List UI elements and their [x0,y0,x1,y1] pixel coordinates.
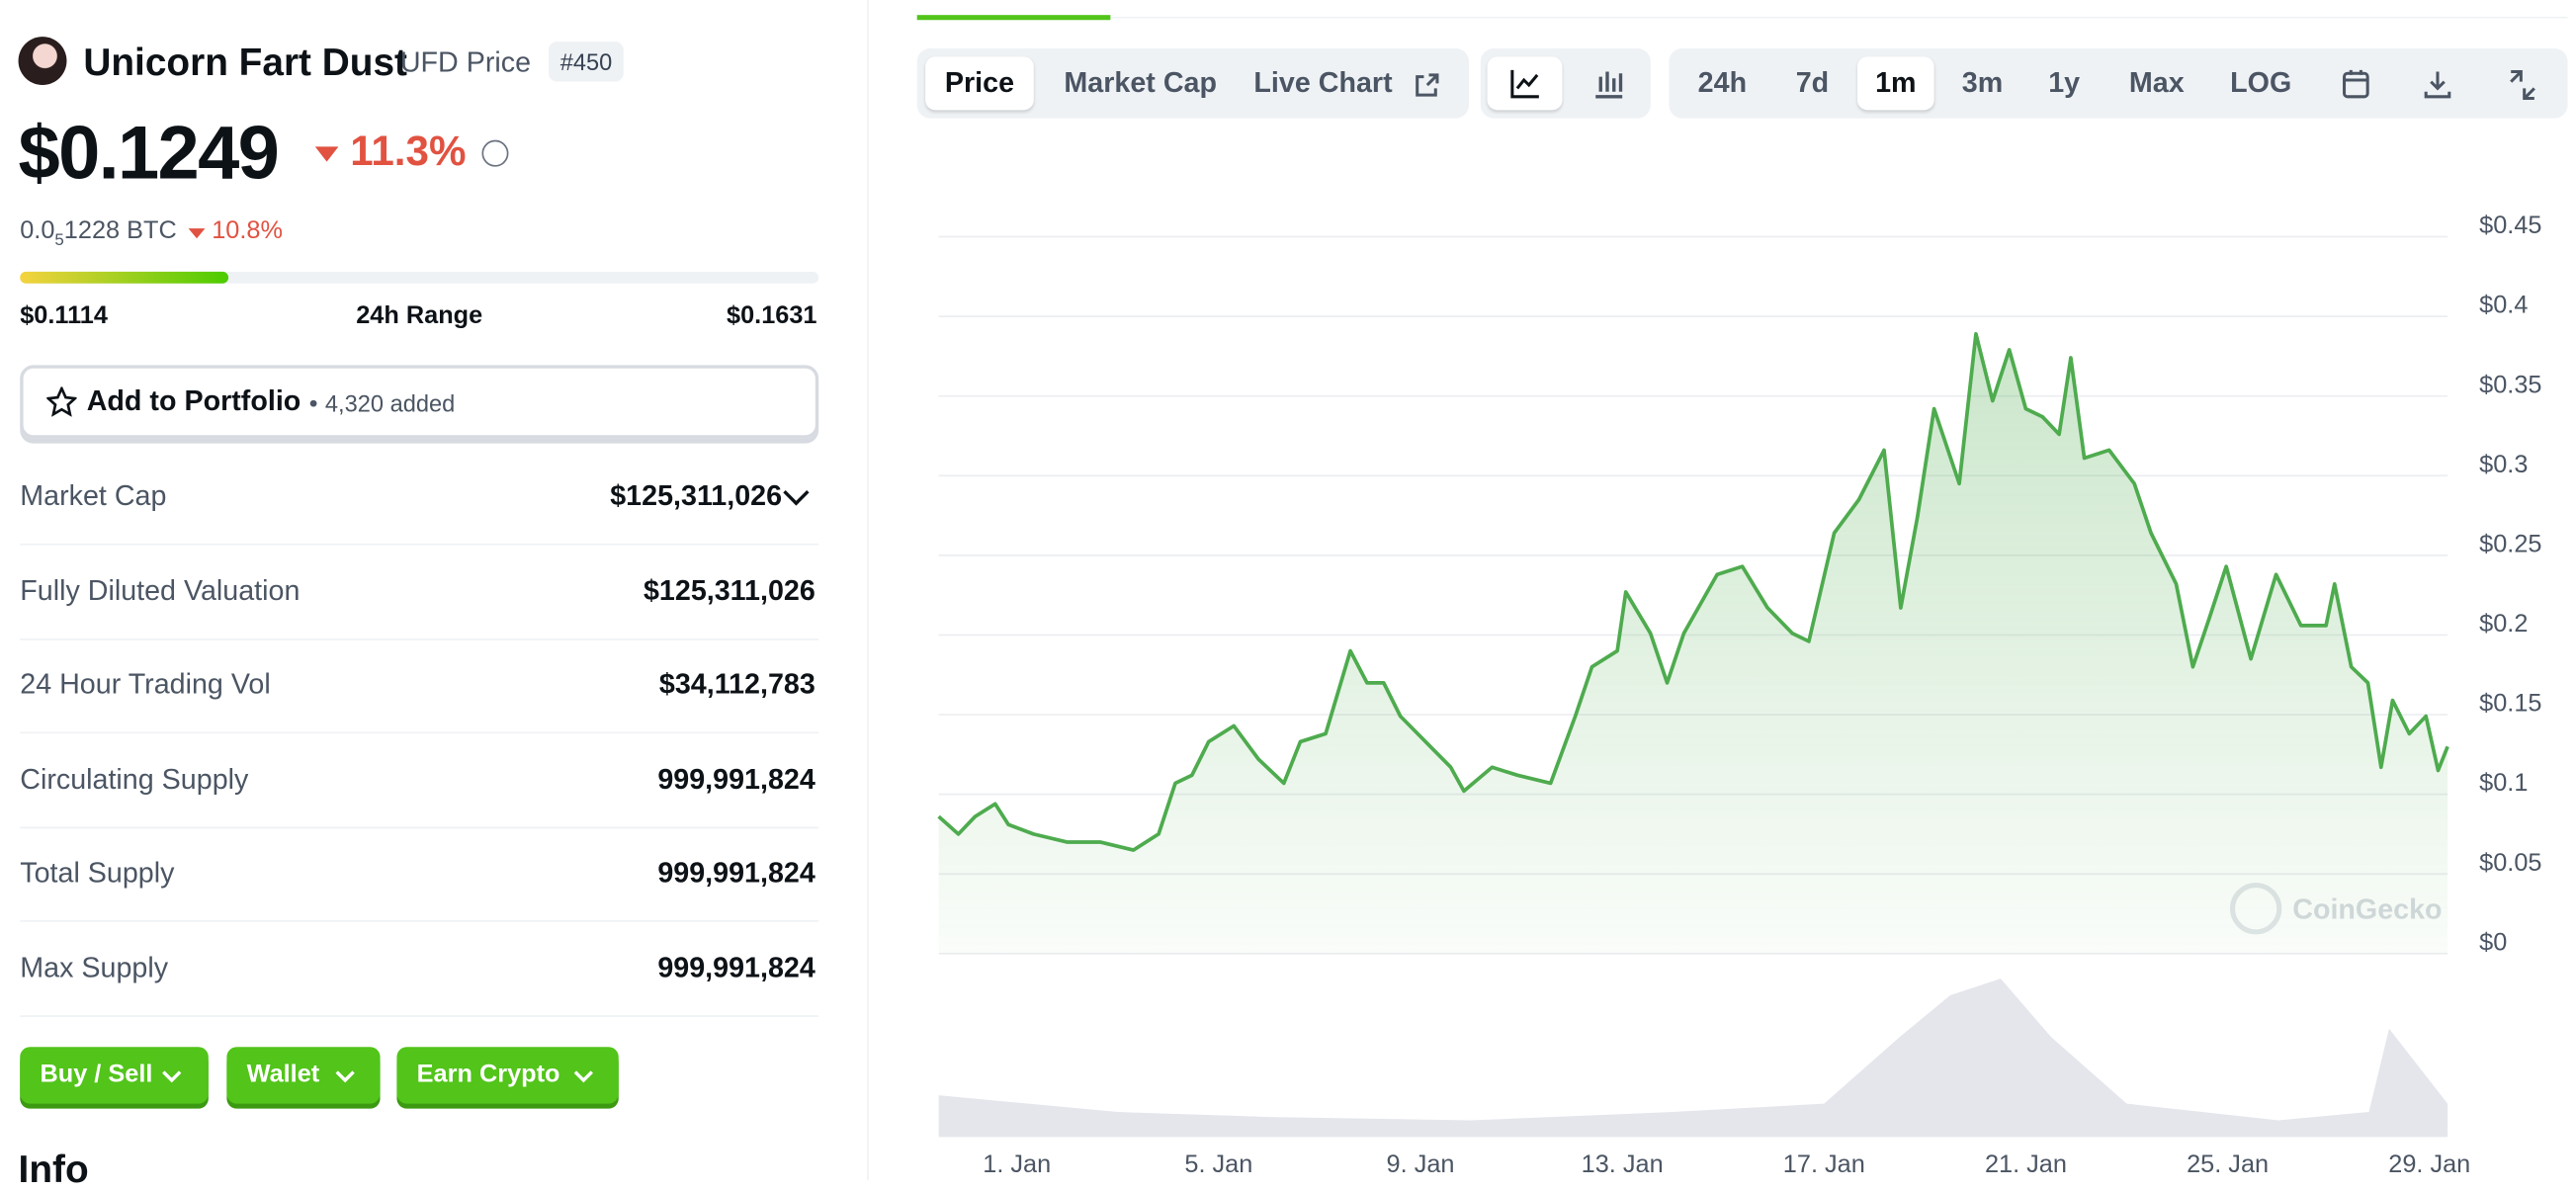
down-arrow-small [188,228,206,239]
x-tick-label: 21. Jan [1985,1150,2067,1178]
tab[interactable]: Live Chart [1253,66,1393,99]
stat-value: 999,991,824 [657,857,816,890]
y-tick-label: $0.45 [2479,212,2541,239]
chevrons [162,1070,593,1083]
coin-symbol: UFD Price [399,46,532,79]
x-tick-label: 17. Jan [1783,1150,1865,1178]
price-change: 11.3% [350,128,467,176]
divider [867,0,869,1181]
y-tick-label: $0.1 [2479,769,2528,797]
range-low: $0.1114 [20,301,108,330]
range-tab[interactable]: 1m [1857,56,1934,111]
down-arrow [314,146,339,162]
tab[interactable]: Market Cap [1064,66,1217,99]
stat-label: Circulating Supply [20,763,249,796]
stat-value: 999,991,824 [657,763,816,796]
y-tick-label: $0.25 [2479,530,2541,557]
candle-chart-button[interactable] [1571,56,1646,110]
x-tick-label: 29. Jan [2388,1150,2470,1178]
stat-value: 999,991,824 [657,952,816,984]
range-high: $0.1631 [727,301,817,330]
y-tick-label: $0.4 [2479,292,2528,319]
price-chart: $0 $0.05 $0.1 $0.15 $0.2 $0.25 $0.3 $0.35 $0.4 $0… [937,212,2541,1178]
tab-underline [916,16,2568,19]
range-tab[interactable]: LOG [2230,66,2292,99]
price-area [938,333,2448,954]
stat-row: Max Supply 999,991,824 [20,922,819,1017]
btc-rest: 1228 BTC [63,216,177,245]
range-tab[interactable]: 3m [1961,66,2004,99]
button-label: Buy / Sell [40,1060,153,1089]
x-tick-label: 25. Jan [2187,1150,2269,1178]
stat-value: $34,112,783 [658,668,816,701]
stat-value: $125,311,026 [610,479,783,512]
x-tick-label: 5. Jan [1184,1150,1252,1178]
range-tab[interactable]: 1y [2048,66,2081,99]
stat-row: 24 Hour Trading Vol $34,112,783 [20,639,819,734]
y-tick-label: $0.35 [2479,371,2541,398]
range-tab[interactable]: 7d [1795,66,1830,99]
range-fill [20,271,229,284]
info-icon[interactable] [481,139,509,167]
stat-label: 24 Hour Trading Vol [20,668,271,701]
range-label: 24h Range [356,301,483,330]
section-title: Info [18,1147,89,1191]
stat-row: Total Supply 999,991,824 [20,827,819,923]
portfolio-button[interactable]: Add to Portfolio 4,320 added [20,365,819,439]
tool-icons [2343,69,2535,101]
y-tick-label: $0.15 [2479,690,2541,718]
coin-name: Unicorn Fart Dust [83,40,407,84]
x-tick-label: 13. Jan [1582,1150,1664,1178]
price: $0.1249 [18,110,280,196]
x-tick-label: 9. Jan [1387,1150,1455,1178]
earn-button[interactable]: Earn Crypto [396,1047,619,1104]
bullet [309,399,317,407]
y-tick-label: $0.2 [2479,610,2528,638]
portfolio-count: 4,320 added [324,389,456,417]
stat-label: Total Supply [20,857,175,890]
tab[interactable]: Price [925,56,1034,111]
range-tab[interactable]: Max [2128,66,2185,99]
star-icon [46,386,77,417]
stat-row: Market Cap $125,311,026 [20,450,819,546]
stat-row: Circulating Supply 999,991,824 [20,733,819,828]
y-tick-label: $0.3 [2479,451,2528,478]
button-label: Wallet [246,1060,320,1089]
stat-label: Fully Diluted Valuation [20,574,301,607]
rank-badge: #450 [548,42,625,82]
external-icon [1416,73,1439,97]
line-icon [1509,69,1539,99]
btc-sub: 5 [54,231,64,251]
btc-price: 0.051228 BTC [20,216,176,250]
stat-label: Max Supply [20,952,169,984]
wallet-button[interactable]: Wallet [226,1047,381,1104]
btc-lead: 0.0 [20,216,55,245]
range-track [20,271,819,284]
range-tabs [1669,47,2568,119]
portfolio-label: Add to Portfolio [86,384,301,417]
coin-logo [18,37,67,86]
y-tick-label: $0.05 [2479,849,2541,877]
btc-change: 10.8% [212,216,283,245]
x-tick-label: 1. Jan [983,1150,1051,1178]
stat-row: Fully Diluted Valuation $125,311,026 [20,545,819,640]
button-label: Earn Crypto [416,1060,560,1089]
range-tab[interactable]: 24h [1697,66,1748,99]
active-tab-indicator [916,15,1111,21]
price-line [937,331,2449,852]
volume-area [938,979,2448,1138]
stat-label: Market Cap [20,479,167,512]
candle-icon [1594,71,1622,99]
y-tick-label: $0 [2479,928,2507,956]
line-chart-button[interactable] [1487,56,1563,111]
stat-value: $125,311,026 [643,574,816,607]
